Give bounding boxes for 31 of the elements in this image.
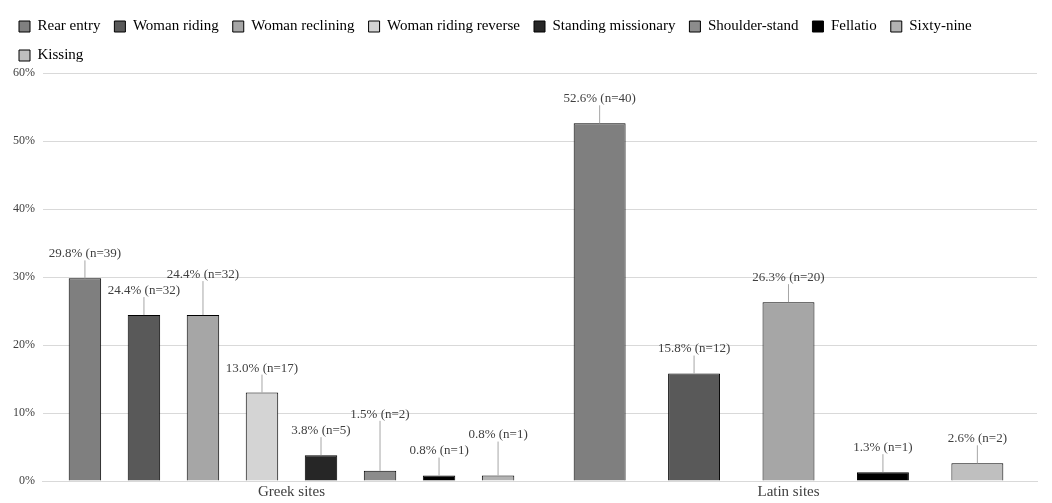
data-label: 29.8% (n=39) <box>48 245 122 261</box>
data-label: 2.6% (n=2) <box>947 430 1008 446</box>
data-label: 26.3% (n=20) <box>752 269 825 285</box>
data-label: 0.8% (n=1) <box>409 442 469 458</box>
legend-label: Rear entry <box>37 17 101 34</box>
legend-label: Standing missionary <box>552 17 676 34</box>
legend-label: Woman reclining <box>251 17 356 34</box>
data-label: 0.8% (n=1) <box>468 426 528 442</box>
data-label: 24.4% (n=32) <box>166 266 240 281</box>
y-tick-label: 10% <box>13 405 35 420</box>
y-tick-label: 20% <box>13 337 35 352</box>
x-tick-label: Greek sites <box>257 482 326 499</box>
y-tick-label: 30% <box>13 269 35 284</box>
y-tick-label: 50% <box>13 133 35 148</box>
y-tick-label: 0% <box>19 473 35 488</box>
y-tick-label: 40% <box>13 201 35 216</box>
data-label: 1.5% (n=2) <box>350 405 410 421</box>
data-label: 52.6% (n=40) <box>563 90 636 106</box>
legend-label: Fellatio <box>830 17 877 34</box>
legend-label: Woman riding <box>132 17 220 34</box>
data-label: 1.3% (n=1) <box>853 439 913 455</box>
legend-label: Shoulder-stand <box>707 17 799 34</box>
y-tick-label: 60% <box>13 65 35 80</box>
data-label: 3.8% (n=5) <box>291 422 351 438</box>
data-label: 13.0% (n=17) <box>225 359 299 375</box>
x-tick-label: Latin sites <box>757 482 820 499</box>
data-label: 15.8% (n=12) <box>657 340 731 356</box>
legend-label: Woman riding reverse <box>387 17 521 34</box>
data-label: 24.4% (n=32) <box>107 282 181 297</box>
legend-label: Sixty-nine <box>909 17 973 34</box>
legend-label: Kissing <box>37 46 84 63</box>
